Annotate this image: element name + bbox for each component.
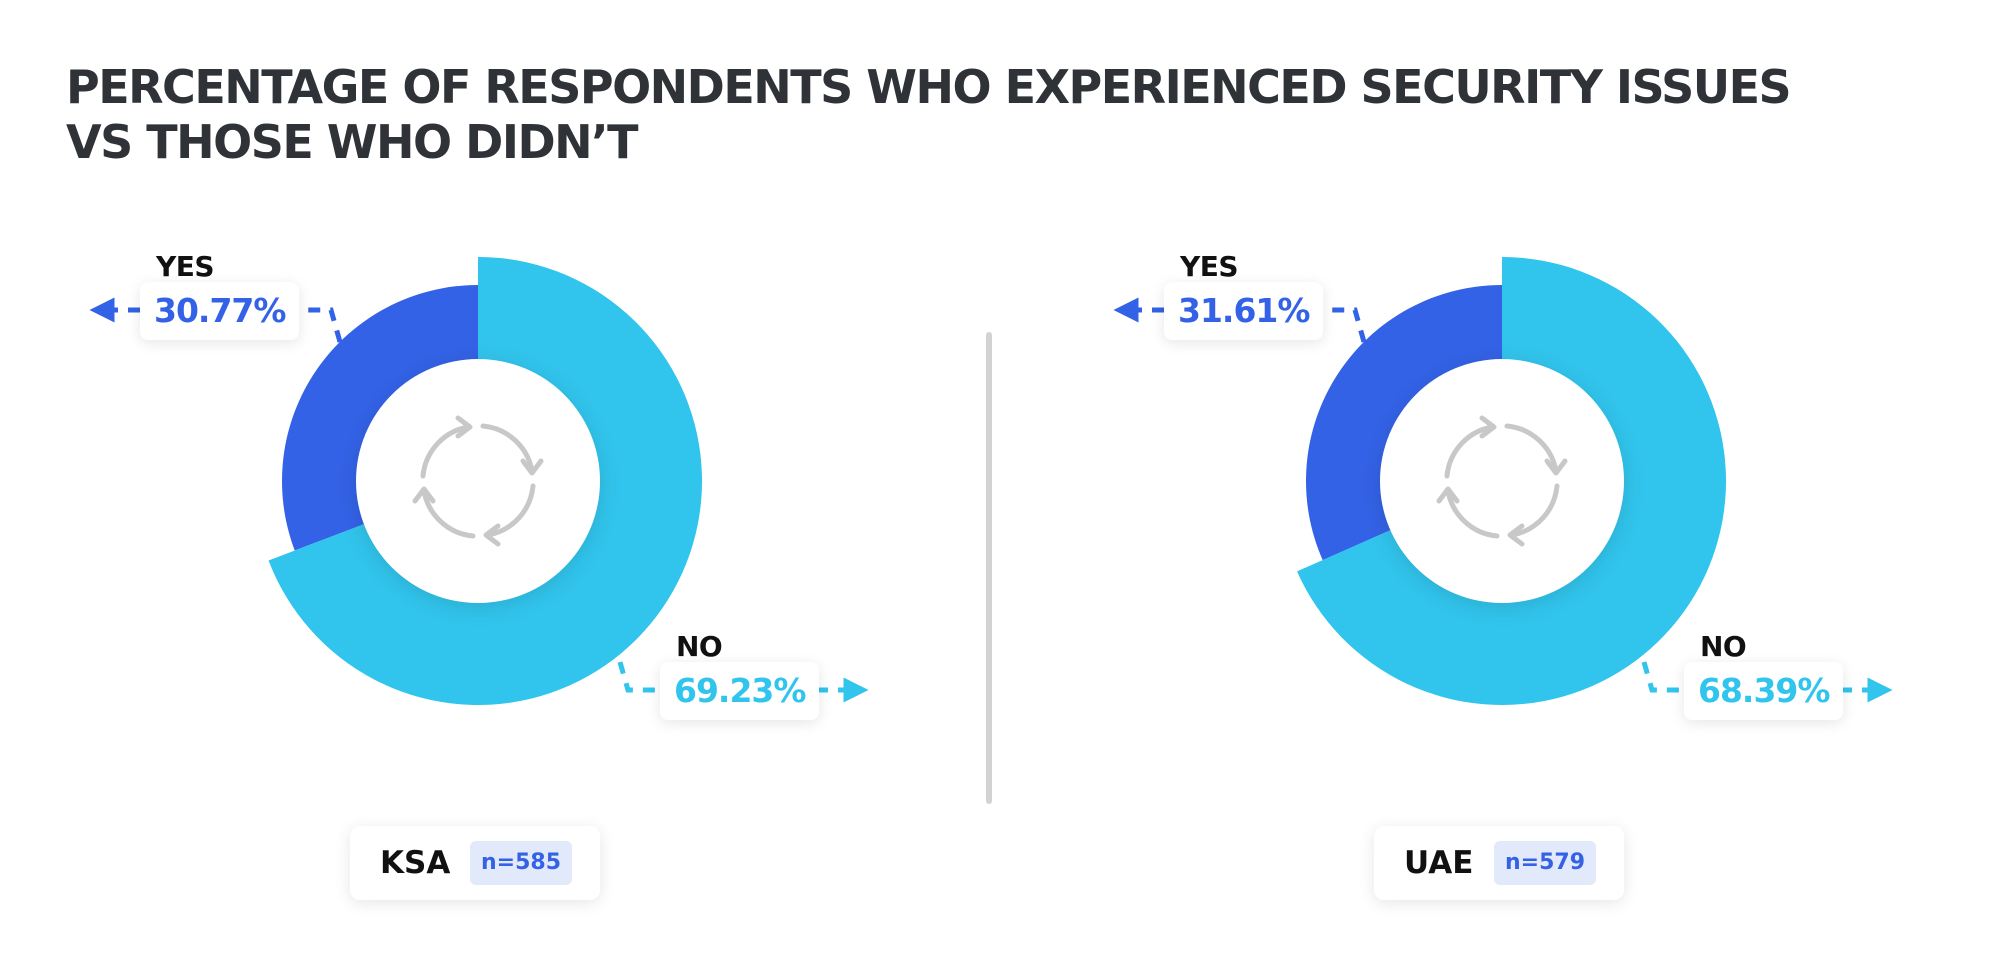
panel-divider bbox=[986, 332, 992, 804]
callout-no-connector bbox=[1641, 661, 1893, 703]
no-percentage: 69.23% bbox=[660, 662, 820, 720]
donut-hole bbox=[1380, 359, 1624, 603]
chart-title: PERCENTAGE OF RESPONDENTS WHO EXPERIENCE… bbox=[66, 60, 1792, 170]
region-card-uae: UAE n=579 bbox=[1374, 826, 1624, 900]
sample-size-badge: n=579 bbox=[1494, 841, 1596, 885]
refresh-cycle-icon bbox=[1436, 415, 1568, 547]
region-card-ksa: KSA n=585 bbox=[350, 826, 600, 900]
donut-slice-no bbox=[268, 257, 703, 705]
region-name: KSA bbox=[380, 845, 451, 881]
donut-hole bbox=[356, 359, 600, 603]
no-label: NO bbox=[1700, 630, 1747, 663]
yes-percentage: 31.61% bbox=[1164, 282, 1324, 340]
callout-no-connector bbox=[617, 661, 869, 703]
chart-title-line-1: PERCENTAGE OF RESPONDENTS WHO EXPERIENCE… bbox=[66, 60, 1792, 114]
chart-panel-ksa: YES 30.77% NO 69.23% KSA n=585 bbox=[89, 250, 869, 900]
refresh-cycle-icon bbox=[412, 415, 544, 547]
no-percentage: 68.39% bbox=[1684, 662, 1844, 720]
chart-panel-uae: YES 31.61% NO 68.39% UAE n=579 bbox=[1024, 0, 2000, 964]
donut-chart-uae bbox=[1113, 257, 1893, 705]
donut-slice-no bbox=[1297, 257, 1726, 705]
region-name: UAE bbox=[1404, 845, 1474, 881]
yes-label: YES bbox=[1180, 250, 1239, 283]
no-label: NO bbox=[676, 630, 723, 663]
yes-percentage: 30.77% bbox=[140, 282, 300, 340]
yes-label: YES bbox=[156, 250, 215, 283]
callout-yes-connector bbox=[1113, 297, 1367, 343]
callout-yes-connector bbox=[89, 297, 343, 343]
chart-title-line-2: VS THOSE WHO DIDN’T bbox=[66, 115, 638, 169]
sample-size-badge: n=585 bbox=[470, 841, 572, 885]
donut-chart-ksa bbox=[89, 257, 869, 705]
